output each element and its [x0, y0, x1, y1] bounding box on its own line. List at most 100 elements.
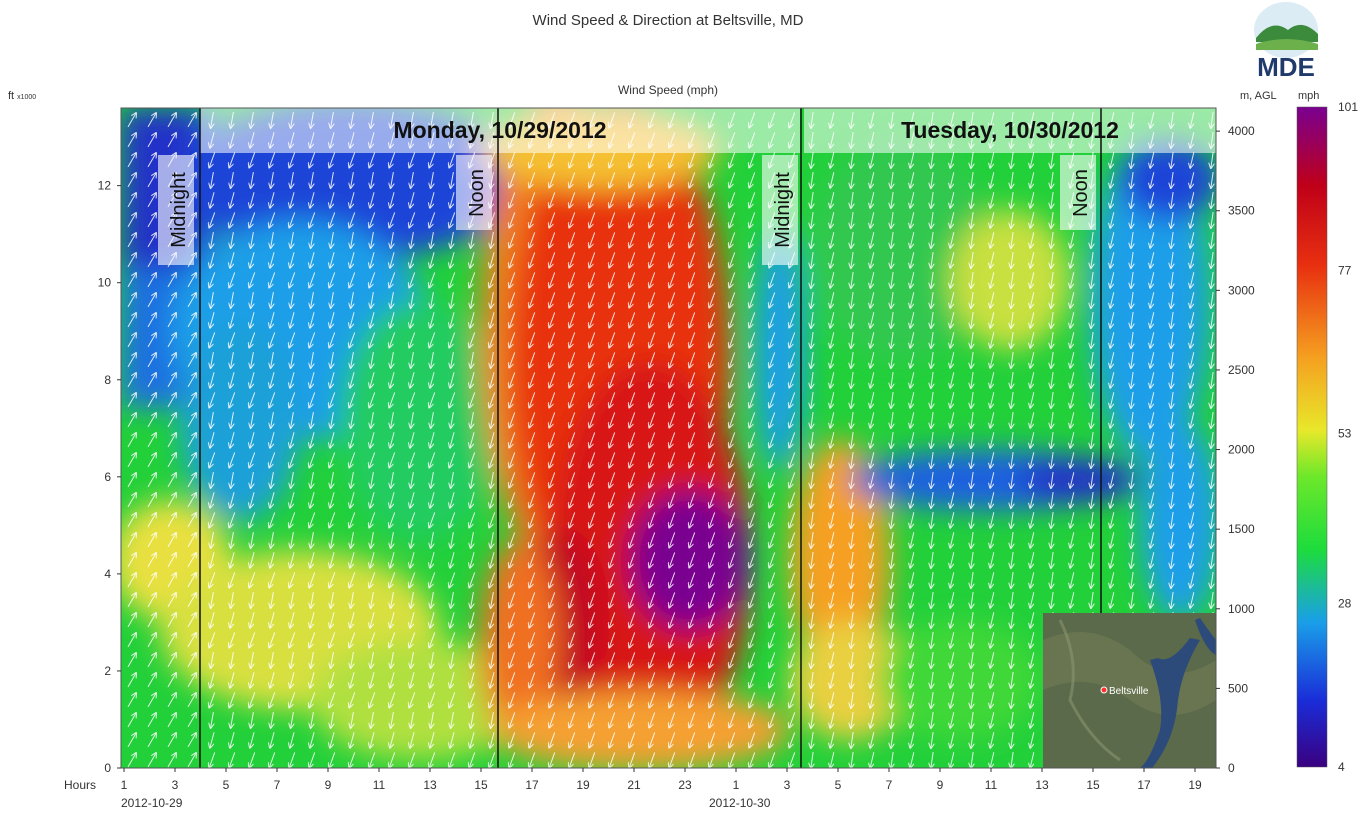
wind-arrow-650	[509, 572, 516, 587]
wind-arrow-428	[369, 752, 376, 767]
wind-arrow-747	[569, 532, 576, 547]
wind-arrow-392	[349, 692, 356, 707]
wind-arrow-276	[291, 352, 294, 368]
wind-arrow-333	[331, 172, 334, 188]
wind-arrow-254	[269, 572, 276, 587]
wind-arrow-46	[147, 373, 156, 388]
wind-arrow-352	[330, 552, 335, 567]
wind-arrow-326	[309, 692, 316, 707]
wind-arrow-492	[411, 712, 414, 728]
wind-arrow-451	[390, 552, 395, 567]
speed-region-17	[755, 230, 805, 470]
wind-arrow-534	[451, 232, 454, 248]
wind-arrow-503	[429, 272, 436, 287]
wind-arrow-324	[311, 652, 314, 668]
speed-region-5	[180, 320, 300, 520]
wind-arrow-415	[370, 492, 375, 507]
wind-arrow-638	[509, 332, 516, 347]
wind-arrow-142	[210, 312, 215, 327]
wind-arrow-654	[509, 652, 516, 667]
wind-arrow-407	[369, 332, 376, 347]
wind-arrow-242	[269, 332, 276, 347]
wind-arrow-593	[469, 752, 476, 767]
wind-arrow-24	[127, 593, 136, 608]
wind-arrow-702	[549, 292, 556, 307]
x-tick-label-5: 11	[373, 778, 386, 792]
wind-arrow-358	[330, 672, 335, 687]
wind-arrow-676	[529, 432, 536, 447]
wind-arrow-393	[351, 712, 354, 728]
wind-arrow-348	[331, 472, 334, 488]
wind-arrow-542	[449, 392, 456, 407]
wind-arrow-325	[310, 672, 315, 687]
midnight-label-2: Midnight	[762, 155, 798, 265]
speed-region-19	[790, 620, 910, 740]
wind-arrow-312	[311, 412, 314, 428]
wind-arrow-426	[371, 712, 374, 728]
wind-arrow-64	[147, 733, 156, 748]
wind-arrow-398	[369, 152, 376, 167]
wind-arrow-453	[391, 592, 394, 608]
speed-region-27	[880, 620, 1040, 740]
speed-region-8	[310, 640, 530, 760]
wind-arrow-692	[529, 752, 536, 767]
wind-arrow-66	[167, 113, 176, 128]
wind-arrow-156	[211, 592, 214, 608]
wind-arrow-438	[391, 292, 394, 308]
wind-arrow-213	[251, 412, 254, 428]
wind-arrow-130	[187, 733, 196, 748]
wind-arrow-164	[209, 752, 216, 767]
wind-arrow-7	[127, 253, 136, 268]
wind-arrow-485	[409, 572, 416, 587]
wind-arrow-475	[410, 372, 415, 387]
x-tick-label-15: 7	[886, 778, 893, 792]
wind-arrow-5	[127, 213, 136, 228]
wind-arrow-745	[569, 492, 576, 507]
wind-arrow-322	[310, 612, 315, 627]
wind-arrow-548	[449, 512, 456, 527]
wind-arrow-681	[529, 532, 536, 547]
wind-arrow-491	[409, 692, 416, 707]
wind-arrow-383	[349, 512, 356, 527]
wind-arrow-49	[147, 433, 156, 448]
wind-arrow-752	[569, 632, 576, 647]
wind-arrow-137	[209, 212, 216, 227]
wind-arrow-278	[289, 392, 296, 407]
x-date-label-1: 2012-10-29	[121, 796, 183, 810]
wind-arrow-716	[549, 572, 556, 587]
wind-arrow-230	[249, 752, 256, 767]
wind-arrow-713	[549, 512, 556, 527]
wind-arrow-499	[430, 192, 435, 207]
wind-arrow-505	[430, 312, 435, 327]
wind-arrow-416	[369, 512, 376, 527]
wind-arrow-525	[431, 712, 434, 728]
wind-arrow-703	[549, 312, 556, 327]
wind-arrow-275	[289, 332, 296, 347]
x-tick-label-19: 15	[1086, 778, 1100, 792]
wind-arrow-44	[147, 333, 156, 348]
wind-arrow-203	[249, 212, 256, 227]
wind-arrow-19	[127, 493, 136, 508]
wind-arrow-664	[529, 192, 536, 207]
x-tick-label-8: 17	[525, 778, 539, 792]
wind-arrow-0	[127, 113, 136, 128]
wind-arrow-600	[491, 232, 494, 248]
wind-arrow-212	[249, 392, 256, 407]
wind-arrow-336	[331, 232, 334, 248]
wind-arrow-54	[147, 533, 156, 548]
wind-arrow-57	[147, 593, 156, 608]
wind-arrow-641	[509, 392, 516, 407]
wind-arrow-209	[249, 332, 256, 347]
wind-arrow-255	[271, 592, 274, 608]
wind-arrow-76	[167, 313, 176, 328]
x-tick-label-7: 15	[474, 778, 488, 792]
wind-arrow-98	[167, 753, 176, 768]
wind-arrow-588	[471, 652, 474, 668]
wind-arrow-317	[309, 512, 316, 527]
wind-arrow-677	[529, 452, 536, 467]
mde-logo: MDE	[1254, 2, 1318, 82]
wind-arrow-22	[127, 553, 136, 568]
wind-arrow-521	[429, 632, 436, 647]
wind-arrow-369	[351, 232, 354, 248]
wind-arrow-447	[391, 472, 394, 488]
